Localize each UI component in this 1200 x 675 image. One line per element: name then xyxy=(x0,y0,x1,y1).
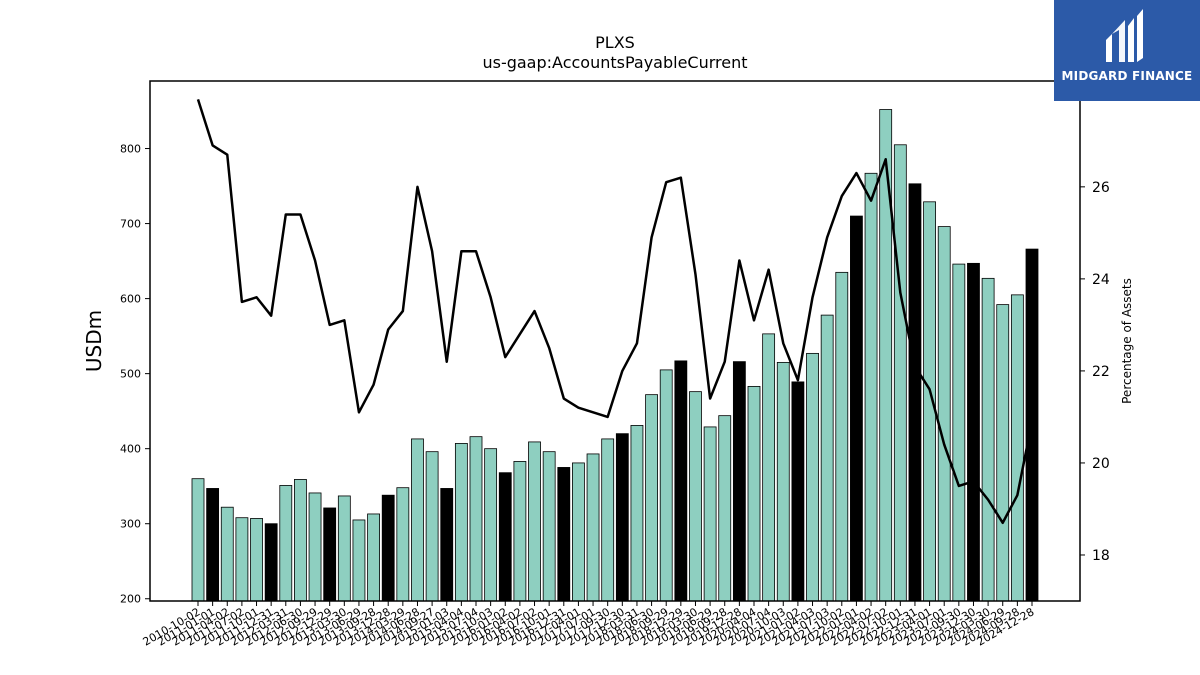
bar xyxy=(689,391,702,602)
bar xyxy=(250,518,263,602)
bar xyxy=(337,495,351,602)
bar xyxy=(615,433,629,602)
bar xyxy=(937,226,951,602)
bar xyxy=(542,451,556,602)
chart-title: PLXS xyxy=(595,33,635,52)
brand-logo: MIDGARD FINANCE xyxy=(1054,0,1200,101)
chart-subtitle: us-gaap:AccountsPayableCurrent xyxy=(482,53,747,72)
bar xyxy=(513,461,527,602)
bar xyxy=(528,441,541,602)
bar xyxy=(967,262,980,602)
bar xyxy=(659,369,673,602)
bar xyxy=(893,144,907,602)
bar xyxy=(601,438,615,602)
bar xyxy=(850,215,863,602)
y-tick-label: 700 xyxy=(120,218,141,231)
y-tick-label: 300 xyxy=(120,518,141,531)
bar xyxy=(323,507,337,602)
bar xyxy=(206,488,220,602)
y-tick-label: 400 xyxy=(120,443,141,456)
bar xyxy=(996,304,1010,602)
bar xyxy=(776,361,790,602)
bar xyxy=(264,523,278,602)
bar xyxy=(557,467,571,602)
bar xyxy=(279,485,293,602)
bar xyxy=(952,263,966,602)
bar xyxy=(674,360,688,602)
y2-tick-label: 20 xyxy=(1092,456,1110,472)
bar xyxy=(440,488,454,602)
y2-tick-label: 18 xyxy=(1092,548,1110,564)
bar xyxy=(469,436,483,602)
bar xyxy=(498,472,512,602)
bar xyxy=(294,479,307,602)
logo-mark-icon xyxy=(1106,9,1143,62)
y-axis-label: USDm xyxy=(82,310,106,372)
bar xyxy=(820,314,834,602)
bar xyxy=(352,519,366,602)
series-line xyxy=(196,99,1034,525)
bar xyxy=(630,425,644,602)
bar xyxy=(732,361,746,602)
bar xyxy=(411,438,424,602)
bar xyxy=(718,415,732,602)
y2-tick-label: 24 xyxy=(1092,272,1110,288)
bar xyxy=(367,513,380,602)
y-tick-label: 500 xyxy=(120,368,141,381)
bar xyxy=(220,506,234,602)
logo-text: MIDGARD FINANCE xyxy=(1061,69,1193,83)
bar xyxy=(191,478,205,602)
bar xyxy=(981,277,995,602)
bar xyxy=(747,385,761,602)
bar xyxy=(484,448,498,602)
bar xyxy=(835,271,849,602)
bar xyxy=(381,494,395,602)
bar xyxy=(308,492,322,602)
bar xyxy=(791,381,805,602)
y-tick-label: 200 xyxy=(120,593,141,606)
bar xyxy=(908,183,922,602)
y2-axis-label: Percentage of Assets xyxy=(1120,278,1134,404)
bar xyxy=(1010,294,1024,602)
y-tick-label: 800 xyxy=(120,143,141,156)
bar xyxy=(806,352,819,602)
bar xyxy=(454,443,468,602)
bar xyxy=(572,462,585,602)
bar xyxy=(396,487,410,602)
y2-tick-label: 22 xyxy=(1092,364,1110,380)
bar xyxy=(235,517,249,602)
bar xyxy=(864,172,878,602)
bar xyxy=(425,451,439,602)
bar xyxy=(879,109,893,602)
bar xyxy=(645,394,658,602)
bar xyxy=(586,453,600,602)
bar xyxy=(703,426,717,602)
plot-frame xyxy=(149,80,1081,602)
y-tick-label: 600 xyxy=(120,293,141,306)
y2-tick-label: 26 xyxy=(1092,180,1110,196)
bar xyxy=(762,333,776,602)
